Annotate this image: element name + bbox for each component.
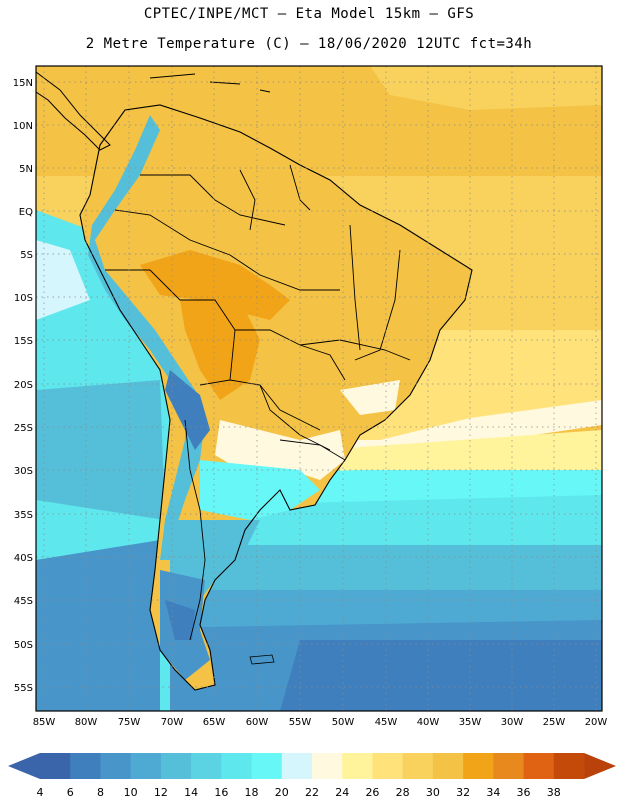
central-america [36, 71, 111, 151]
lat-label: 25S [14, 423, 33, 434]
band-ocean-8 [280, 640, 602, 711]
colorbar-cell [553, 753, 585, 779]
lat-label: EQ [19, 207, 33, 218]
latitude-labels: 15N 10N 5N EQ 5S 10S 15S 20S 25S 30S 35S… [13, 78, 33, 694]
lat-label: 20S [14, 380, 33, 391]
lon-label: 75W [118, 717, 141, 728]
andes-cold-spine [88, 115, 205, 560]
lat-label: 55S [14, 683, 33, 694]
lat-label: 45S [14, 596, 33, 607]
colorbar-cell [160, 753, 192, 779]
lat-label: 50S [14, 640, 33, 651]
lon-label: 60W [246, 717, 269, 728]
south-cone-18 [200, 460, 320, 520]
map-frame [35, 65, 603, 712]
colorbar-label: 24 [335, 786, 349, 799]
colorbar-cell [312, 753, 343, 779]
colorbar-cell [130, 753, 162, 779]
colorbar-label: 12 [154, 786, 168, 799]
colorbar-cell [40, 753, 71, 779]
lat-label: 10N [13, 121, 33, 132]
patagonia-6 [165, 600, 195, 640]
lat-label: 40S [14, 553, 33, 564]
colorbar-cell [432, 753, 464, 779]
colorbar-cell [523, 753, 555, 779]
lon-label: 55W [289, 717, 312, 728]
colorbar-high-arrow [584, 753, 616, 779]
colorbar-label: 36 [517, 786, 531, 799]
lat-label: 5S [20, 250, 33, 261]
falkland-islands [249, 654, 275, 665]
lon-label: 50W [332, 717, 355, 728]
colorbar-cell [191, 753, 222, 779]
colorbar-cell [493, 753, 525, 779]
pacific-cold-offshore [36, 240, 90, 320]
colorbar-low-arrow [8, 753, 40, 779]
colorbar-label: 26 [365, 786, 379, 799]
andes-altiplano [165, 370, 210, 450]
map-title-line2: 2 Metre Temperature (C) – 18/06/2020 12U… [85, 36, 533, 52]
lon-label: 30W [501, 717, 524, 728]
lat-label: 10S [14, 293, 33, 304]
colorbar-label: 20 [275, 786, 289, 799]
colorbar-label: 32 [456, 786, 470, 799]
interior-warm-30 [180, 300, 260, 400]
colorbar-label: 10 [124, 786, 138, 799]
graticule [36, 66, 602, 711]
colorbar-cell [70, 753, 101, 779]
colorbar-cell [221, 753, 253, 779]
colorbar-label: 16 [214, 786, 228, 799]
lon-label: 70W [161, 717, 184, 728]
colorbar-label: 18 [245, 786, 259, 799]
lat-label: 30S [14, 466, 33, 477]
colorbar-label: 22 [305, 786, 319, 799]
colorbar: 4 6 8 10 12 14 16 18 20 22 24 26 28 30 32 34 36 38 [8, 753, 616, 799]
colorbar-label: 30 [426, 786, 440, 799]
colorbar-cell [281, 753, 313, 779]
amazon-hot-zone [140, 250, 290, 320]
colorbar-label: 4 [37, 786, 44, 799]
lon-label: 35W [459, 717, 482, 728]
colorbar-label: 8 [97, 786, 104, 799]
lon-label: 45W [375, 717, 398, 728]
lon-label: 65W [203, 717, 226, 728]
colorbar-cell [402, 753, 434, 779]
brazil-highlands-cool [340, 380, 400, 415]
lon-label: 20W [585, 717, 608, 728]
pacific-south [36, 540, 160, 711]
colorbar-cell [342, 753, 373, 779]
colorbar-label: 14 [184, 786, 198, 799]
longitude-labels: 85W 80W 75W 70W 65W 60W 55W 50W 45W 40W … [33, 717, 608, 728]
pacific-cool-band [36, 380, 165, 520]
lon-label: 40W [417, 717, 440, 728]
lat-label: 15N [13, 78, 33, 89]
lon-label: 80W [75, 717, 98, 728]
coastline [79, 104, 473, 691]
country-borders [105, 164, 411, 641]
colorbar-cell [463, 753, 494, 779]
colorbar-cell [372, 753, 404, 779]
colorbar-label: 28 [396, 786, 410, 799]
lon-label: 85W [33, 717, 56, 728]
lat-label: 15S [14, 336, 33, 347]
colorbar-label: 34 [486, 786, 500, 799]
lat-label: 35S [14, 510, 33, 521]
map-title-line1: CPTEC/INPE/MCT – Eta Model 15km – GFS [143, 6, 475, 22]
caribbean-islands [149, 73, 271, 93]
lon-label: 25W [543, 717, 566, 728]
colorbar-cell [100, 753, 132, 779]
colorbar-cell [251, 753, 283, 779]
colorbar-label: 6 [67, 786, 74, 799]
lat-label: 5N [19, 164, 33, 175]
colorbar-label: 38 [547, 786, 561, 799]
